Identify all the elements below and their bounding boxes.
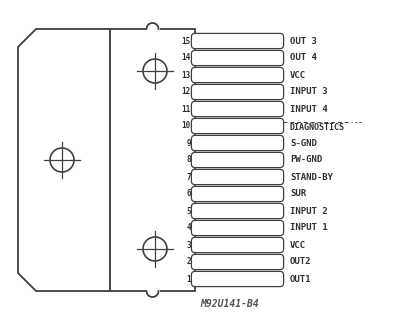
Text: VCC: VCC (290, 241, 306, 249)
Text: 5: 5 (186, 206, 191, 216)
Text: 1: 1 (186, 275, 191, 284)
FancyBboxPatch shape (192, 204, 284, 219)
Text: SUR: SUR (290, 189, 306, 198)
Text: VCC: VCC (290, 70, 306, 79)
Polygon shape (18, 29, 110, 291)
FancyBboxPatch shape (192, 271, 284, 286)
Text: DIAGNOSTICS: DIAGNOSTICS (290, 123, 345, 132)
FancyBboxPatch shape (192, 186, 284, 202)
Text: 11: 11 (182, 105, 191, 114)
Text: 8: 8 (186, 155, 191, 165)
Text: 6: 6 (186, 189, 191, 198)
Text: 7: 7 (186, 173, 191, 182)
Text: 2: 2 (186, 257, 191, 266)
FancyBboxPatch shape (192, 50, 284, 66)
FancyBboxPatch shape (192, 237, 284, 253)
Text: 15: 15 (182, 36, 191, 46)
FancyBboxPatch shape (192, 152, 284, 167)
Text: 3: 3 (186, 241, 191, 249)
FancyBboxPatch shape (192, 101, 284, 117)
Text: S-GND: S-GND (290, 138, 317, 147)
Text: STAND-BY: STAND-BY (290, 173, 333, 182)
Text: 13: 13 (182, 70, 191, 79)
FancyBboxPatch shape (192, 118, 284, 134)
Text: INPUT 1: INPUT 1 (290, 224, 328, 233)
Text: PW-GND: PW-GND (290, 155, 322, 165)
FancyBboxPatch shape (192, 220, 284, 236)
Text: 9: 9 (186, 138, 191, 147)
Text: 12: 12 (182, 87, 191, 97)
Bar (110, 29, 195, 291)
Text: 10: 10 (182, 122, 191, 130)
Polygon shape (146, 291, 158, 297)
Text: OUT 3: OUT 3 (290, 36, 317, 46)
Text: INPUT 4: INPUT 4 (290, 105, 328, 114)
FancyBboxPatch shape (192, 169, 284, 185)
FancyBboxPatch shape (192, 135, 284, 151)
Polygon shape (146, 23, 158, 29)
Text: OUT 4: OUT 4 (290, 54, 317, 63)
FancyBboxPatch shape (192, 254, 284, 270)
Text: INPUT 2: INPUT 2 (290, 206, 328, 216)
Text: OUT1: OUT1 (290, 275, 312, 284)
Text: 14: 14 (182, 54, 191, 63)
Text: M92U141-B4: M92U141-B4 (201, 299, 259, 309)
FancyBboxPatch shape (192, 33, 284, 48)
Text: INPUT 3: INPUT 3 (290, 87, 328, 97)
FancyBboxPatch shape (192, 67, 284, 83)
FancyBboxPatch shape (192, 85, 284, 100)
Text: OUT2: OUT2 (290, 257, 312, 266)
Text: 4: 4 (186, 224, 191, 233)
